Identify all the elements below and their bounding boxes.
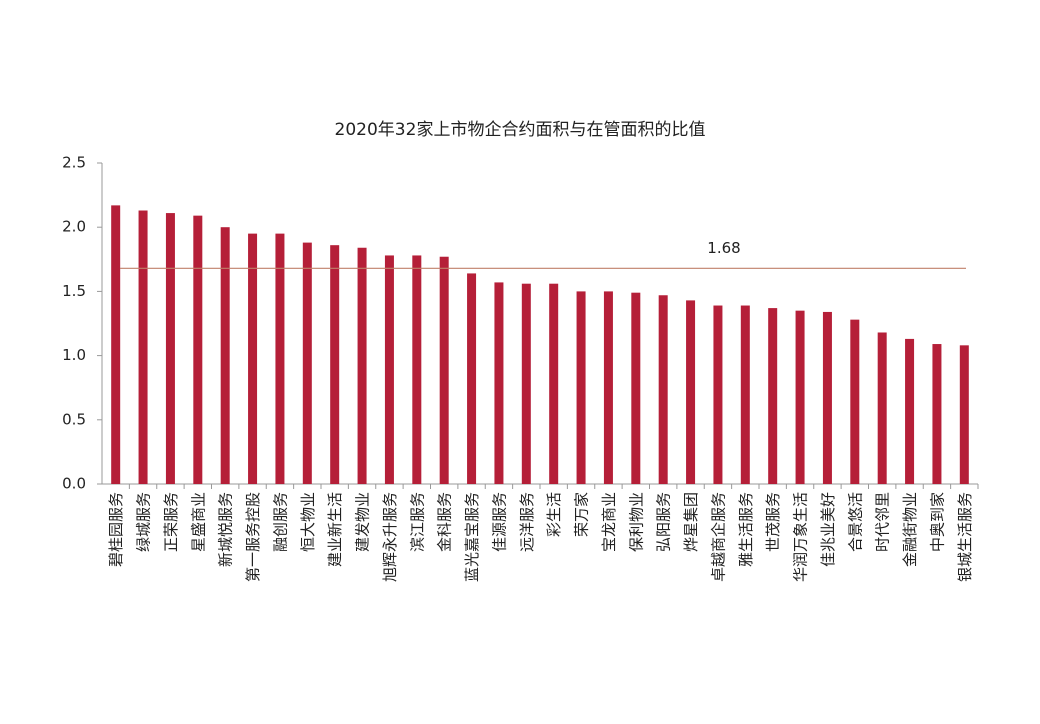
x-tick-label: 远洋服务 bbox=[518, 492, 536, 552]
bar bbox=[275, 233, 285, 484]
x-tick-label: 星盛商业 bbox=[189, 492, 207, 552]
bar bbox=[850, 319, 860, 484]
bar bbox=[877, 332, 887, 484]
bar bbox=[494, 282, 504, 484]
x-tick-label: 保利物业 bbox=[627, 492, 645, 552]
bar bbox=[713, 305, 723, 484]
x-tick-label: 新城悦服务 bbox=[217, 492, 235, 567]
x-tick-label: 雅生活服务 bbox=[737, 492, 755, 567]
bar bbox=[330, 245, 340, 484]
x-tick-label: 弘阳服务 bbox=[655, 492, 673, 552]
x-tick-label: 银城生活服务 bbox=[956, 492, 974, 582]
bar bbox=[740, 305, 750, 484]
bar bbox=[248, 233, 258, 484]
x-tick-label: 蓝光嘉宝服务 bbox=[463, 492, 481, 582]
x-tick-label: 滨江服务 bbox=[408, 492, 426, 552]
x-tick-label: 建发物业 bbox=[354, 492, 372, 552]
bar bbox=[795, 310, 805, 484]
bar bbox=[549, 283, 559, 484]
x-tick-label: 碧桂园服务 bbox=[107, 492, 125, 567]
bar bbox=[521, 283, 531, 484]
bar bbox=[111, 205, 121, 484]
chart-title: 2020年32家上市物企合约面积与在管面积的比值 bbox=[335, 120, 706, 140]
x-tick-label: 绿城服务 bbox=[135, 492, 153, 552]
bar bbox=[959, 345, 969, 484]
x-tick-label: 第一服务控股 bbox=[244, 492, 262, 582]
bar bbox=[658, 295, 668, 484]
bar bbox=[686, 300, 696, 484]
x-tick-label: 佳兆业美好 bbox=[819, 492, 837, 567]
bar bbox=[932, 344, 942, 484]
bar bbox=[439, 256, 449, 484]
x-tick-label: 彩生活 bbox=[545, 492, 563, 537]
x-tick-label: 中奥到家 bbox=[928, 492, 946, 552]
bar bbox=[357, 247, 367, 484]
bar bbox=[631, 292, 641, 484]
bar bbox=[384, 255, 394, 484]
x-tick-label: 宝龙商业 bbox=[600, 492, 618, 552]
y-tick-label: 0.5 bbox=[62, 410, 86, 428]
bar bbox=[576, 291, 586, 484]
x-tick-label: 合景悠活 bbox=[846, 492, 864, 552]
bar bbox=[768, 308, 778, 484]
bar bbox=[467, 273, 477, 484]
x-tick-label: 烨星集团 bbox=[682, 492, 700, 552]
bar bbox=[165, 213, 175, 485]
y-tick-label: 2.0 bbox=[62, 218, 86, 236]
x-tick-label: 华润万象生活 bbox=[792, 492, 810, 582]
x-tick-label: 金融街物业 bbox=[901, 492, 919, 567]
x-tick-label: 世茂服务 bbox=[764, 492, 782, 552]
bar bbox=[220, 227, 230, 484]
x-tick-label: 卓越商企服务 bbox=[709, 492, 727, 582]
x-tick-label: 正荣服务 bbox=[162, 492, 180, 552]
x-tick-label: 时代邻里 bbox=[874, 492, 892, 552]
bar bbox=[412, 255, 422, 484]
bar bbox=[905, 338, 915, 484]
y-tick-label: 1.5 bbox=[62, 282, 86, 300]
bar bbox=[193, 215, 203, 485]
x-tick-label: 融创服务 bbox=[271, 492, 289, 552]
bar bbox=[603, 291, 613, 484]
y-tick-label: 2.5 bbox=[62, 154, 86, 172]
x-tick-label: 金科服务 bbox=[436, 492, 454, 552]
bar bbox=[302, 242, 312, 484]
x-tick-label: 恒大物业 bbox=[299, 492, 317, 552]
x-tick-label: 荣万家 bbox=[573, 492, 591, 537]
x-tick-label: 佳源服务 bbox=[490, 492, 508, 552]
reference-label: 1.68 bbox=[707, 239, 740, 257]
y-tick-label: 1.0 bbox=[62, 346, 86, 364]
bar bbox=[822, 311, 832, 484]
bar bbox=[138, 210, 148, 484]
x-tick-label: 建业新生活 bbox=[326, 492, 344, 567]
y-tick-label: 0.0 bbox=[62, 475, 86, 493]
x-tick-label: 旭辉永升服务 bbox=[381, 492, 399, 582]
